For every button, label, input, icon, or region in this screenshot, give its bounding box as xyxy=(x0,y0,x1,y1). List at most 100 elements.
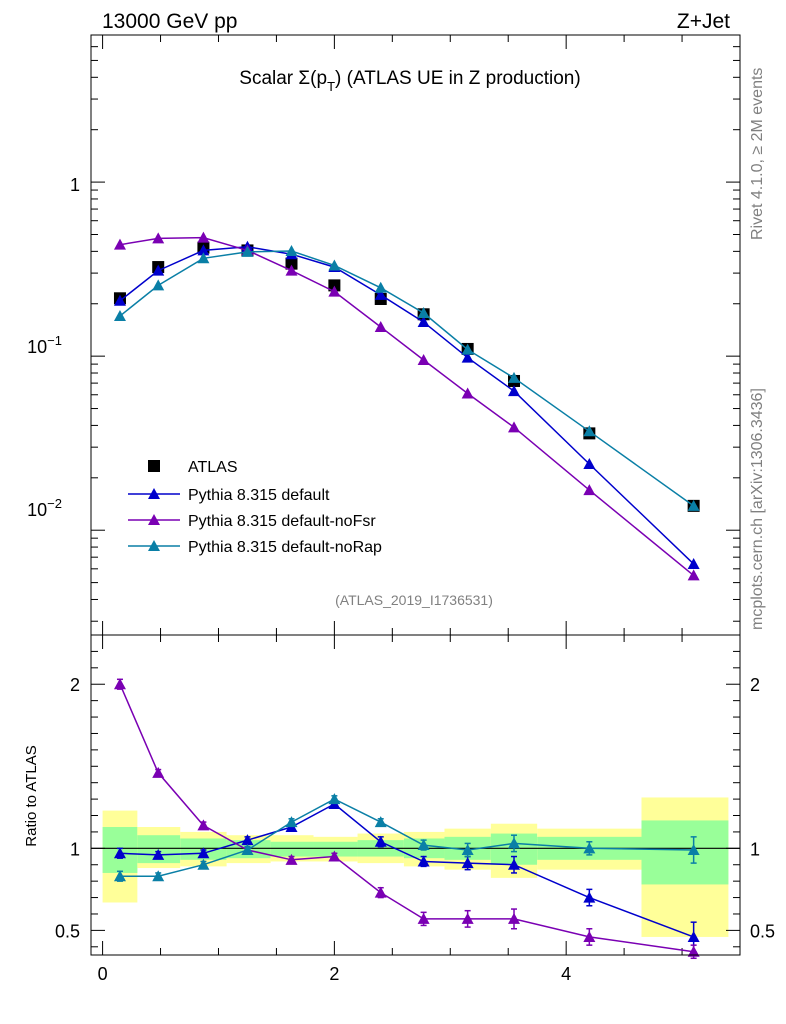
line-pythia-8-315-default-nofsr xyxy=(119,236,695,576)
legend-marker-nofsr xyxy=(148,514,160,525)
marker-pythia-8-315-default xyxy=(113,294,126,306)
ratio-marker-pythia-8-315-default xyxy=(461,857,474,869)
collision-label: 13000 GeV pp xyxy=(102,10,237,33)
ratio-y-tick-label-right: 0.5 xyxy=(750,921,775,941)
line-pythia-8-315-default xyxy=(119,246,695,565)
ratio-marker-pythia-8-315-default xyxy=(417,855,430,867)
mcplots-reference-label: mcplots.cern.ch [arXiv:1306.3436] xyxy=(749,388,766,630)
marker-atlas xyxy=(285,257,298,270)
ratio-marker-pythia-8-315-default-nofsr xyxy=(285,853,298,865)
ratio-marker-pythia-8-315-default-nofsr xyxy=(583,930,596,942)
marker-pythia-8-315-default-norap xyxy=(687,499,700,511)
x-tick-label: 0 xyxy=(98,964,108,984)
marker-atlas xyxy=(328,279,341,292)
ratio-y-tick-label-left: 2 xyxy=(70,675,80,695)
legend-label-norap: Pythia 8.315 default-noRap xyxy=(188,539,382,556)
ratio-marker-pythia-8-315-default-nofsr xyxy=(328,850,341,862)
marker-pythia-8-315-default-nofsr xyxy=(328,285,341,297)
legend-label-atlas: ATLAS xyxy=(188,459,238,476)
main-plot-panel: Scalar Σ(pT) (ATLAS UE in Z production) … xyxy=(27,34,741,636)
marker-pythia-8-315-default-norap xyxy=(417,306,430,318)
marker-pythia-8-315-default-norap xyxy=(241,245,254,257)
legend-marker-norap xyxy=(148,540,160,551)
ratio-marker-pythia-8-315-default-nofsr xyxy=(417,912,430,924)
ratio-marker-pythia-8-315-default-norap xyxy=(374,816,387,828)
x-tick-label: 4 xyxy=(561,964,571,984)
ratio-y-tick-label-left: 1 xyxy=(70,839,80,859)
ratio-line-pythia-8-315-default-norap xyxy=(120,798,694,877)
ratio-marker-pythia-8-315-default-nofsr xyxy=(152,766,165,778)
ratio-marker-pythia-8-315-default xyxy=(197,847,210,859)
marker-pythia-8-315-default-nofsr xyxy=(152,232,165,244)
marker-pythia-8-315-default-nofsr xyxy=(461,387,474,399)
marker-pythia-8-315-default-norap xyxy=(197,252,210,264)
marker-pythia-8-315-default-norap xyxy=(374,281,387,293)
ratio-marker-pythia-8-315-default-norap xyxy=(328,793,341,805)
marker-pythia-8-315-default-norap xyxy=(328,259,341,271)
ratio-marker-pythia-8-315-default-nofsr xyxy=(461,912,474,924)
ratio-marker-pythia-8-315-default xyxy=(241,834,254,846)
process-label: Z+Jet xyxy=(677,10,730,33)
marker-pythia-8-315-default-nofsr xyxy=(197,231,210,243)
ratio-marker-pythia-8-315-default xyxy=(113,847,126,859)
ratio-marker-pythia-8-315-default-nofsr xyxy=(374,886,387,898)
ratio-marker-pythia-8-315-default-norap xyxy=(508,837,521,849)
ratio-marker-pythia-8-315-default xyxy=(687,930,700,942)
ratio-data-series xyxy=(113,678,700,960)
marker-pythia-8-315-default-nofsr xyxy=(687,569,700,581)
y-tick-label-0.01-base: 10 xyxy=(27,500,47,520)
marker-pythia-8-315-default-norap xyxy=(152,279,165,291)
ratio-y-tick-label-left: 0.5 xyxy=(55,921,80,941)
marker-pythia-8-315-default xyxy=(374,288,387,300)
marker-pythia-8-315-default-norap xyxy=(113,310,126,322)
legend: ATLAS Pythia 8.315 default Pythia 8.315 … xyxy=(128,459,382,556)
ratio-marker-pythia-8-315-default-norap xyxy=(687,843,700,855)
ratio-y-tick-label-right: 2 xyxy=(750,675,760,695)
ratio-y-tick-label-right: 1 xyxy=(750,839,760,859)
ratio-line-pythia-8-315-default xyxy=(119,803,694,938)
ratio-marker-pythia-8-315-default-nofsr xyxy=(113,678,126,690)
ratio-marker-pythia-8-315-default-norap xyxy=(285,816,298,828)
ratio-marker-pythia-8-315-default-norap xyxy=(461,843,474,855)
ratio-marker-pythia-8-315-default xyxy=(583,891,596,903)
plot-title-subscript: T xyxy=(327,79,335,94)
ratio-marker-pythia-8-315-default xyxy=(152,848,165,860)
marker-pythia-8-315-default-nofsr xyxy=(583,484,596,496)
marker-pythia-8-315-default-nofsr xyxy=(417,354,430,366)
y-tick-label-0.1: 10−1 xyxy=(27,333,62,357)
y-tick-label-0.01: 10−2 xyxy=(27,496,62,520)
ratio-marker-pythia-8-315-default-norap xyxy=(113,870,126,882)
marker-pythia-8-315-default xyxy=(583,458,596,470)
marker-pythia-8-315-default-nofsr xyxy=(508,421,521,433)
y-tick-label-1: 1 xyxy=(70,175,80,195)
ratio-marker-pythia-8-315-default xyxy=(374,835,387,847)
ratio-marker-pythia-8-315-default-norap xyxy=(241,843,254,855)
plot-title-suffix: ) (ATLAS UE in Z production) xyxy=(335,68,581,89)
top-axis-ticks xyxy=(91,34,740,635)
ratio-marker-pythia-8-315-default-nofsr xyxy=(508,912,521,924)
marker-pythia-8-315-default xyxy=(508,385,521,397)
ratio-plot-panel: 0.5 0.5 1 1 2 2 0 2 4 Ratio to ATLAS xyxy=(23,634,775,984)
marker-pythia-8-315-default xyxy=(417,316,430,328)
ratio-band-inner xyxy=(313,841,358,857)
ratio-marker-pythia-8-315-default-norap xyxy=(197,858,210,870)
plot-title: Scalar Σ(pT) (ATLAS UE in Z production) xyxy=(239,68,580,94)
ratio-plot-frame xyxy=(90,634,741,956)
y-tick-label-0.1-base: 10 xyxy=(27,337,47,357)
ratio-marker-pythia-8-315-default-norap xyxy=(152,870,165,882)
marker-pythia-8-315-default xyxy=(687,557,700,569)
ratio-band-inner xyxy=(641,820,729,885)
marker-pythia-8-315-default-nofsr xyxy=(285,264,298,276)
marker-pythia-8-315-default xyxy=(197,244,210,256)
x-tick-label: 2 xyxy=(329,964,339,984)
analysis-watermark: (ATLAS_2019_I1736531) xyxy=(335,592,493,608)
legend-label-default: Pythia 8.315 default xyxy=(188,487,330,504)
ratio-marker-pythia-8-315-default xyxy=(508,858,521,870)
ratio-line-pythia-8-315-default-nofsr xyxy=(119,683,694,953)
ratio-marker-pythia-8-315-default-nofsr xyxy=(687,945,700,957)
marker-pythia-8-315-default-norap xyxy=(285,244,298,256)
marker-pythia-8-315-default xyxy=(461,351,474,363)
y-tick-label-0.01-exp: −2 xyxy=(47,496,62,511)
plot-title-prefix: Scalar Σ(p xyxy=(239,68,327,89)
